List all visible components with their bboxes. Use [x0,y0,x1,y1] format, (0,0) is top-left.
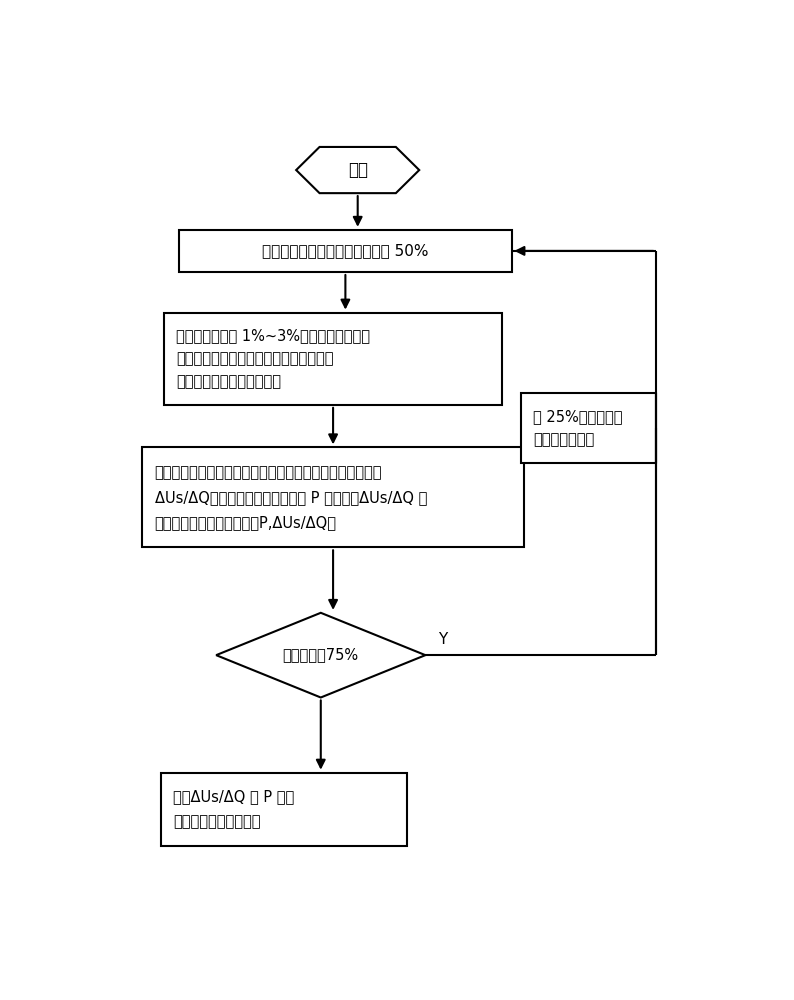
Bar [521,393,656,463]
Bar [164,313,503,405]
Text: ΔUs/ΔQ，建立坐标系，有功功率 P 为横轴，ΔUs/ΔQ 为: ΔUs/ΔQ，建立坐标系，有功功率 P 为横轴，ΔUs/ΔQ 为 [155,490,427,505]
Text: 按 25%额定有功功: 按 25%额定有功功 [533,409,622,424]
Text: 纵轴，在该坐标系上填上（P,ΔUs/ΔQ）: 纵轴，在该坐标系上填上（P,ΔUs/ΔQ） [155,515,337,530]
Text: 终关系曲线，试验结束: 终关系曲线，试验结束 [173,814,260,829]
Bar [142,447,524,547]
Text: 开始: 开始 [348,161,368,179]
Bar [179,230,511,272]
Text: 调整发电机有功功率为额定值的 50%: 调整发电机有功功率为额定值的 50% [262,243,429,258]
Text: 变高压侧母线电压等电气量: 变高压侧母线电压等电气量 [176,374,281,389]
Text: 计算阶跃前后主变高压侧母线电压变化与无功功率的比值：: 计算阶跃前后主变高压侧母线电压变化与无功功率的比值： [155,465,382,480]
Text: 进行发电机电压 1%~3%阶跃，测量阶跃前: 进行发电机电压 1%~3%阶跃，测量阶跃前 [176,328,370,343]
Text: 率增加有功功率: 率增加有功功率 [533,432,595,447]
Text: 后发电机电压、有功功率、无功功率、主: 后发电机电压、有功功率、无功功率、主 [176,351,333,366]
Text: 得出ΔUs/ΔQ 与 P 的最: 得出ΔUs/ΔQ 与 P 的最 [173,789,295,804]
Text: Y: Y [437,632,447,647]
Text: 有功功率＜75%: 有功功率＜75% [283,648,359,663]
Bar [160,773,407,846]
